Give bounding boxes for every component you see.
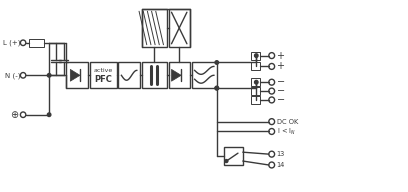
Circle shape bbox=[215, 86, 219, 90]
Circle shape bbox=[255, 80, 258, 84]
Text: L (+): L (+) bbox=[3, 40, 20, 46]
Text: N (-): N (-) bbox=[5, 72, 20, 79]
Text: DC OK: DC OK bbox=[277, 119, 298, 125]
Circle shape bbox=[47, 113, 51, 117]
Circle shape bbox=[225, 160, 228, 162]
Text: 13: 13 bbox=[277, 151, 285, 157]
Bar bbox=[118, 62, 140, 88]
Text: −: − bbox=[277, 86, 285, 96]
Polygon shape bbox=[171, 69, 181, 81]
Bar bbox=[169, 62, 190, 88]
Circle shape bbox=[215, 86, 219, 90]
Bar bbox=[224, 147, 243, 165]
Text: I < I$_N$: I < I$_N$ bbox=[277, 126, 296, 137]
Bar bbox=[29, 39, 44, 47]
Bar bbox=[251, 96, 260, 104]
Text: +: + bbox=[277, 51, 284, 61]
Bar bbox=[142, 62, 167, 88]
Bar bbox=[142, 9, 167, 47]
Text: −: − bbox=[277, 95, 285, 105]
Bar bbox=[251, 78, 260, 86]
Text: −: − bbox=[277, 77, 285, 87]
Circle shape bbox=[47, 74, 51, 77]
Bar bbox=[169, 9, 190, 47]
Bar bbox=[90, 62, 117, 88]
Text: ⊕: ⊕ bbox=[10, 110, 18, 120]
Circle shape bbox=[255, 54, 258, 57]
Circle shape bbox=[215, 61, 219, 64]
Bar bbox=[251, 62, 260, 70]
Bar bbox=[192, 62, 217, 88]
Text: 14: 14 bbox=[277, 162, 285, 168]
Bar bbox=[251, 52, 260, 60]
Bar bbox=[67, 62, 88, 88]
Text: PFC: PFC bbox=[94, 75, 112, 84]
Polygon shape bbox=[70, 69, 80, 81]
Text: active: active bbox=[93, 68, 113, 73]
Text: +: + bbox=[277, 61, 284, 71]
Bar bbox=[251, 87, 260, 95]
